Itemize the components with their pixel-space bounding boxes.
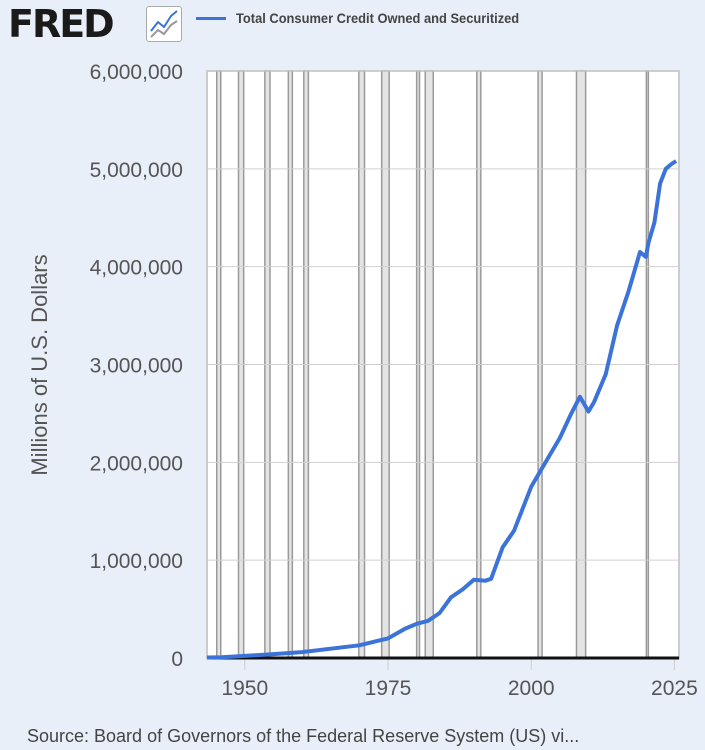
y-tick-label: 1,000,000 xyxy=(90,550,183,573)
y-tick-label: 3,000,000 xyxy=(90,355,183,378)
y-tick-label: 4,000,000 xyxy=(90,257,183,280)
legend: Total Consumer Credit Owned and Securiti… xyxy=(196,10,544,26)
x-tick-label: 1975 xyxy=(365,677,412,700)
y-tick-label: 5,000,000 xyxy=(90,159,183,182)
chart-line-icon xyxy=(146,6,182,42)
y-tick-label: 0 xyxy=(171,648,183,671)
x-tick-label: 2000 xyxy=(508,677,555,700)
legend-swatch xyxy=(196,16,226,20)
legend-label: Total Consumer Credit Owned and Securiti… xyxy=(236,10,520,26)
y-tick-label: 6,000,000 xyxy=(90,61,183,84)
series-line xyxy=(206,159,678,660)
x-tick-label: 1950 xyxy=(221,677,268,700)
chart: 0 1,000,000 2,000,000 3,000,000 4,000,000 5,0… xyxy=(90,61,698,700)
y-tick-label: 2,000,000 xyxy=(90,452,183,475)
x-tick-label: 2025 xyxy=(651,677,698,700)
fred-logo[interactable]: FRED xyxy=(8,2,115,46)
source-note[interactable]: Source: Board of Governors of the Federa… xyxy=(27,726,580,746)
